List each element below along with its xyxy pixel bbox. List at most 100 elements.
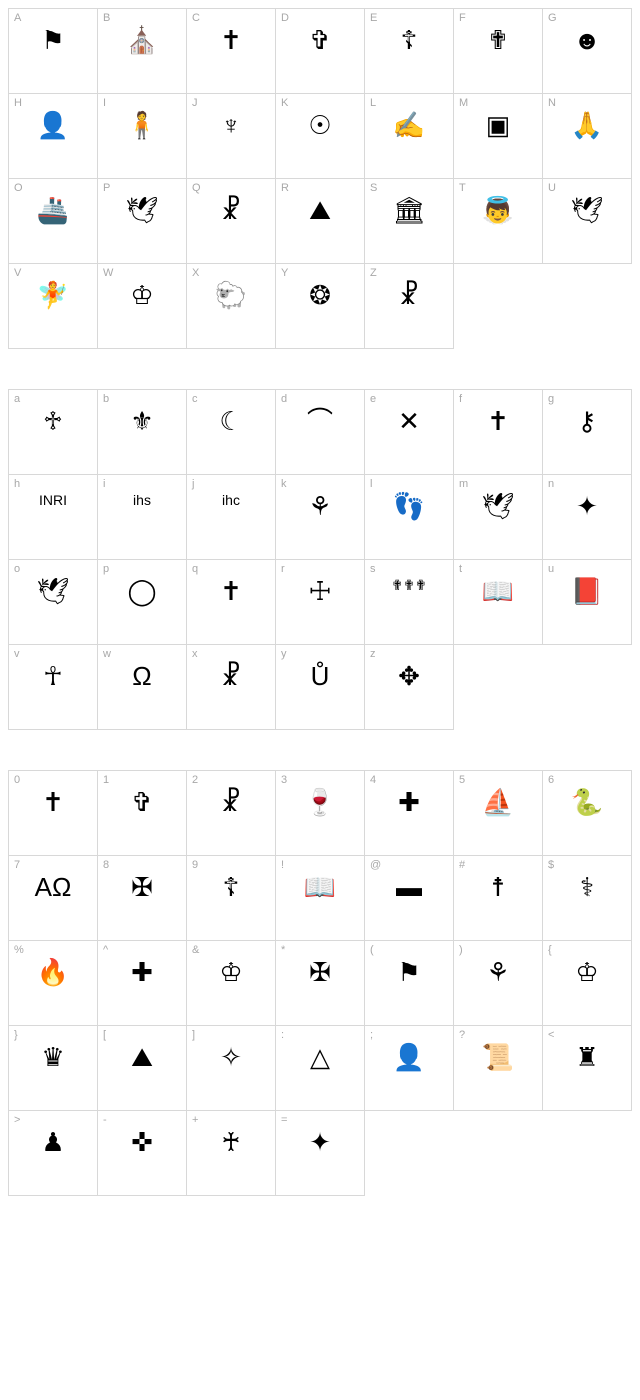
cell-label: o — [14, 563, 20, 575]
cell-label: d — [281, 393, 287, 405]
cell-label: y — [281, 648, 287, 660]
glyph-icon: ☉ — [308, 112, 331, 138]
cell-label: ? — [459, 1029, 465, 1041]
cell-label: x — [192, 648, 198, 660]
glyph-cell: *✠ — [276, 941, 365, 1026]
glyph-icon: ✞ — [131, 789, 153, 815]
cell-label: < — [548, 1029, 554, 1041]
cell-label: i — [103, 478, 105, 490]
glyph-icon: ✧ — [220, 1044, 242, 1070]
glyph-icon: ⚷ — [577, 408, 596, 434]
cell-label: b — [103, 393, 109, 405]
cell-label: u — [548, 563, 554, 575]
cell-label: 5 — [459, 774, 465, 786]
cell-label: S — [370, 182, 377, 194]
cell-label: H — [14, 97, 22, 109]
cell-label: ^ — [103, 944, 108, 956]
cell-label: R — [281, 182, 289, 194]
glyph-icon: INRI — [39, 493, 67, 507]
glyph-cell: O🚢 — [9, 179, 98, 264]
cell-label: Z — [370, 267, 377, 279]
glyph-cell: !📖 — [276, 856, 365, 941]
glyph-cell: $⚕ — [543, 856, 632, 941]
glyph-icon: ☧ — [221, 197, 241, 223]
cell-label: m — [459, 478, 468, 490]
cell-label: J — [192, 97, 198, 109]
cell-label: 4 — [370, 774, 376, 786]
cell-label: 8 — [103, 859, 109, 871]
glyph-icon: 🍷 — [304, 789, 336, 815]
glyph-icon: ▬ — [396, 874, 422, 900]
cell-label: # — [459, 859, 465, 871]
glyph-icon: ✠ — [309, 959, 331, 985]
glyph-icon: ⛰ — [131, 1044, 153, 1070]
glyph-icon: ☾ — [219, 408, 242, 434]
glyph-icon: ⚕ — [580, 874, 594, 900]
glyph-icon: 📖 — [304, 874, 336, 900]
cell-label: N — [548, 97, 556, 109]
glyph-icon: 🕊 — [125, 197, 158, 223]
glyph-cell: (⚑ — [365, 941, 454, 1026]
glyph-cell: W♔ — [98, 264, 187, 349]
glyph-icon: 🚢 — [37, 197, 69, 223]
cell-label: j — [192, 478, 194, 490]
glyph-icon: ✦ — [576, 493, 598, 519]
glyph-icon: 🧍 — [126, 112, 158, 138]
glyph-cell: {♔ — [543, 941, 632, 1026]
glyph-cell: o🕊 — [9, 560, 98, 645]
glyph-icon: ⛰ — [309, 197, 331, 223]
cell-label: W — [103, 267, 113, 279]
cell-label: V — [14, 267, 21, 279]
glyph-cell: M▣ — [454, 94, 543, 179]
glyph-cell: 8✠ — [98, 856, 187, 941]
cell-label: $ — [548, 859, 554, 871]
glyph-cell: g⚷ — [543, 390, 632, 475]
glyph-cell: s✟✟✟ — [365, 560, 454, 645]
glyph-icon: ♛ — [41, 1044, 64, 1070]
glyph-cell: S🏛 — [365, 179, 454, 264]
cell-label: 7 — [14, 859, 20, 871]
cell-label: A — [14, 12, 21, 24]
glyph-cell: F✟ — [454, 9, 543, 94]
glyph-icon: ☨ — [491, 874, 505, 900]
cell-label: l — [370, 478, 372, 490]
glyph-cell: T👼 — [454, 179, 543, 264]
glyph-icon: ⚑ — [41, 27, 64, 53]
cell-label: E — [370, 12, 377, 24]
glyph-icon: ◯ — [127, 578, 156, 604]
glyph-icon: 🐍 — [571, 789, 603, 815]
glyph-grid-lowercase: a♱b⚜c☾d⌒e✕f✝g⚷hINRIiihsjihck⚘l👣m🕊n✦o🕊p◯q… — [8, 389, 632, 730]
glyph-cell: U🕊 — [543, 179, 632, 264]
glyph-icon: 🙏 — [571, 112, 603, 138]
glyph-cell: l👣 — [365, 475, 454, 560]
cell-label: k — [281, 478, 287, 490]
glyph-cell: <♜ — [543, 1026, 632, 1111]
glyph-icon: ✦ — [309, 1129, 331, 1155]
glyph-grid-uppercase: A⚑B⛪C✝D✞E☦F✟G☻H👤I🧍J♆K☉L✍M▣N🙏O🚢P🕊Q☧R⛰S🏛T👼… — [8, 8, 632, 349]
glyph-cell: E☦ — [365, 9, 454, 94]
glyph-icon: ✜ — [131, 1129, 153, 1155]
cell-label: 3 — [281, 774, 287, 786]
cell-label: & — [192, 944, 199, 956]
glyph-cell: }♛ — [9, 1026, 98, 1111]
cell-label: P — [103, 182, 110, 194]
glyph-icon: ☥ — [43, 663, 62, 689]
glyph-icon: ☦ — [223, 874, 240, 900]
cell-label: q — [192, 563, 198, 575]
glyph-cell: iihs — [98, 475, 187, 560]
glyph-icon: 🏛 — [392, 197, 425, 223]
glyph-cell: r☩ — [276, 560, 365, 645]
glyph-icon: ⛪ — [126, 27, 158, 53]
glyph-icon: Ů — [311, 663, 330, 689]
glyph-icon: ♟ — [41, 1129, 64, 1155]
glyph-cell: m🕊 — [454, 475, 543, 560]
glyph-icon: ▣ — [486, 112, 511, 138]
glyph-cell: D✞ — [276, 9, 365, 94]
cell-label: T — [459, 182, 466, 194]
cell-label: : — [281, 1029, 284, 1041]
glyph-icon: 🕊 — [570, 197, 603, 223]
glyph-cell: Y❂ — [276, 264, 365, 349]
glyph-icon: ⚘ — [308, 493, 331, 519]
glyph-icon: ⚜ — [130, 408, 153, 434]
glyph-cell: R⛰ — [276, 179, 365, 264]
